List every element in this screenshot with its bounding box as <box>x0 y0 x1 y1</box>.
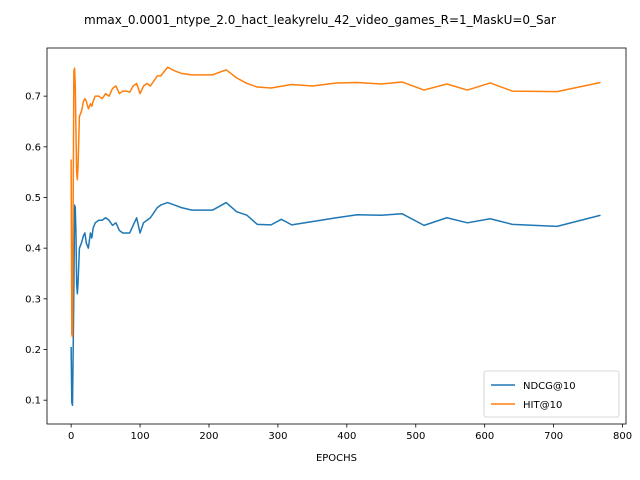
x-tick-label: 800 <box>613 431 632 442</box>
x-axis-label: EPOCHS <box>316 453 357 464</box>
y-tick-label: 0.3 <box>25 294 41 305</box>
y-tick-label: 0.4 <box>25 244 41 255</box>
x-tick-label: 400 <box>337 431 356 442</box>
legend-box <box>483 370 620 418</box>
y-axis: 0.1 0.2 0.3 0.4 0.5 0.6 0.7 <box>25 92 47 407</box>
y-tick-label: 0.2 <box>25 345 41 356</box>
chart-title: mmax_0.0001_ntype_2.0_hact_leakyrelu_42_… <box>84 13 556 27</box>
x-tick-label: 200 <box>199 431 218 442</box>
x-tick-label: 500 <box>406 431 425 442</box>
x-tick-label: 700 <box>544 431 563 442</box>
y-tick-label: 0.6 <box>25 142 41 153</box>
legend: NDCG@10 HIT@10 <box>483 370 620 418</box>
series-lines <box>70 66 601 406</box>
y-tick-label: 0.7 <box>25 92 41 103</box>
x-axis: 0 100 200 300 400 500 600 700 800 <box>68 424 632 442</box>
series-line-hit-10 <box>70 66 601 338</box>
plot-frame <box>46 47 627 425</box>
series-line-ndcg-10 <box>70 201 601 406</box>
y-tick-label: 0.1 <box>25 396 41 407</box>
y-tick-label: 0.5 <box>25 193 41 204</box>
x-tick-label: 300 <box>268 431 287 442</box>
x-tick-label: 600 <box>475 431 494 442</box>
x-tick-label: 100 <box>131 431 150 442</box>
x-tick-label: 0 <box>68 431 74 442</box>
legend-label: NDCG@10 <box>523 381 576 392</box>
legend-label: HIT@10 <box>523 400 562 411</box>
